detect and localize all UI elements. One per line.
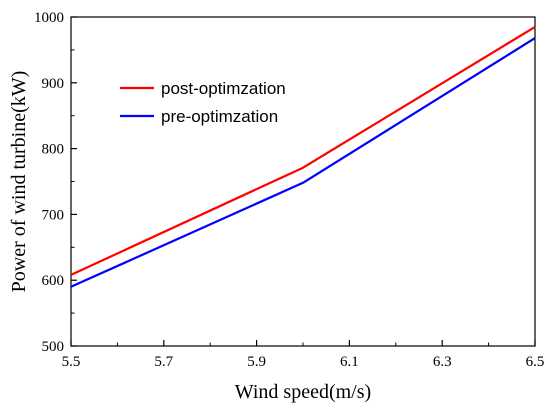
x-tick-label: 6.1 [340, 354, 359, 370]
y-tick-label: 900 [42, 76, 65, 92]
x-tick-label: 5.5 [62, 354, 81, 370]
y-tick-label: 500 [42, 339, 65, 355]
series-line-pre-optimzation [70, 37, 536, 288]
y-tick-label: 1000 [34, 10, 64, 26]
y-tick-label: 600 [42, 273, 65, 289]
y-axis-title: Power of wind turbine(kW) [8, 71, 30, 293]
y-tick-label: 800 [42, 142, 65, 158]
y-tick-label: 700 [42, 207, 65, 223]
x-tick-label: 5.9 [247, 354, 266, 370]
legend-label: post-optimzation [161, 79, 286, 98]
x-axis-title: Wind speed(m/s) [235, 381, 371, 403]
series-line-post-optimzation [70, 25, 536, 276]
x-tick-label: 6.3 [433, 354, 452, 370]
plot-frame [70, 16, 536, 347]
x-tick-label: 5.7 [154, 354, 173, 370]
legend-label: pre-optimzation [161, 107, 278, 126]
x-tick-label: 6.5 [526, 354, 545, 370]
